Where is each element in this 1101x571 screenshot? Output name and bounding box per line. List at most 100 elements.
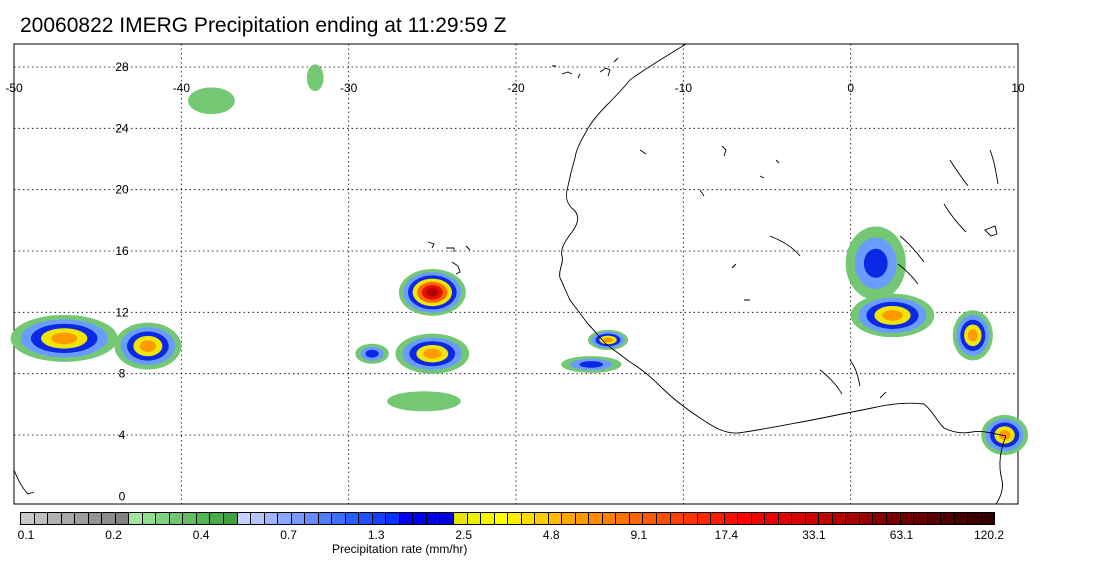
niger-river [769, 149, 999, 263]
colorbar-segment [670, 513, 685, 524]
precip-contour [423, 348, 442, 359]
colorbar-tick-label: 4.8 [542, 528, 560, 542]
precip-cell [188, 87, 235, 115]
colorbar-tick-label: 120.2 [973, 528, 1005, 542]
colorbar-segment [291, 513, 306, 524]
colorbar-segment [61, 513, 76, 524]
colorbar-segment [711, 513, 725, 524]
colorbar-segment [927, 513, 942, 524]
colorbar-segment [129, 513, 143, 524]
colorbar-segment [75, 513, 89, 524]
colorbar-label: Precipitation rate (mm/hr) [332, 542, 468, 556]
precip-contour [306, 64, 324, 92]
colorbar-segment [778, 513, 793, 524]
colorbar-segment [914, 513, 928, 524]
colorbar-tick-label: 0.1 [17, 528, 35, 542]
colorbar-segment [467, 513, 482, 524]
colorbar-tick-label: 9.1 [630, 528, 648, 542]
precip-cell [398, 268, 466, 316]
lon-tick-label: 10 [1011, 81, 1025, 95]
precip-cells [10, 64, 1029, 456]
precip-contour [365, 349, 379, 358]
colorbar-segment [859, 513, 874, 524]
precip-contour [426, 288, 439, 297]
colorbar-segment [196, 513, 211, 524]
colorbar-segment [264, 513, 279, 524]
colorbar-segment [386, 513, 400, 524]
colorbar-segment [345, 513, 360, 524]
colorbar-tick-label: 0.4 [192, 528, 210, 542]
colorbar-segment [305, 513, 319, 524]
colorbar-segment [237, 513, 252, 524]
precip-cell [355, 343, 389, 364]
precip-cell [850, 293, 935, 338]
colorbar-tick-label: 63.1 [889, 528, 914, 542]
colorbar-segment [521, 513, 536, 524]
lat-tick-label: 20 [115, 183, 129, 197]
lat-tick-label: 24 [115, 121, 129, 135]
axis-tick-labels: -50 -40 -30 -20 -10 0 10 28 24 20 16 12 8 4 0 [5, 60, 1025, 503]
precip-cell [561, 356, 622, 373]
colorbar-segment [399, 513, 414, 524]
lat-tick-label: 0 [119, 489, 126, 503]
lat-tick-label: 8 [119, 367, 126, 381]
colorbar-segment [602, 513, 617, 524]
colorbar-segment [846, 513, 860, 524]
colorbar-segment [440, 513, 454, 524]
colorbar-tick-label: 2.5 [455, 528, 473, 542]
colorbar-segment [169, 513, 184, 524]
cape-verde-islands [427, 241, 471, 275]
colorbar-segment [481, 513, 495, 524]
colorbar-segment [548, 513, 563, 524]
colorbar-segment [968, 513, 982, 524]
colorbar-segment [102, 513, 116, 524]
colorbar-segment [656, 513, 671, 524]
colorbar-segment [210, 513, 224, 524]
colorbar-tick-label: 17.4 [714, 528, 739, 542]
grid-lines [14, 44, 1018, 504]
colorbar-segment [413, 513, 427, 524]
lat-tick-label: 28 [115, 60, 129, 74]
colorbar-segment [981, 513, 995, 524]
precip-cell [981, 414, 1029, 456]
precip-cell [395, 333, 470, 374]
colorbar-segment [426, 513, 441, 524]
colorbar-tick-label: 0.2 [105, 528, 122, 542]
precip-cell [114, 322, 182, 370]
colorbar-segment [941, 513, 955, 524]
colorbar-segment [765, 513, 779, 524]
lon-tick-label: -10 [675, 81, 693, 95]
colorbar-tick-label: 0.7 [280, 528, 297, 542]
colorbar-segment [832, 513, 847, 524]
cameroon-coast [995, 435, 1007, 505]
precip-cell [587, 329, 629, 350]
colorbar-tick-label: 33.1 [802, 528, 826, 542]
precip-contour [882, 310, 903, 321]
colorbar-segment [251, 513, 265, 524]
colorbar-segment [697, 513, 712, 524]
colorbar-segment [724, 513, 739, 524]
colorbar-segment [115, 513, 130, 524]
canary-islands [552, 57, 619, 79]
colorbar-segment [819, 513, 833, 524]
precip-contour [387, 391, 461, 412]
colorbar-segment [34, 513, 49, 524]
precip-contour [863, 248, 888, 278]
colorbar-segment [142, 513, 157, 524]
colorbar-segment [21, 513, 35, 524]
colorbar-segment [562, 513, 576, 524]
lon-tick-label: -50 [5, 81, 23, 95]
precip-cell [845, 226, 906, 301]
colorbar-segment [278, 513, 292, 524]
lon-tick-label: -20 [507, 81, 525, 95]
colorbar-segment [535, 513, 549, 524]
colorbar-segment [792, 513, 806, 524]
precip-cell [952, 310, 993, 361]
colorbar-segment [508, 513, 522, 524]
precip-cell [387, 391, 461, 412]
precip-contour [139, 340, 157, 352]
colorbar-segment [575, 513, 590, 524]
precip-contour [579, 361, 604, 368]
colorbar [20, 512, 995, 525]
